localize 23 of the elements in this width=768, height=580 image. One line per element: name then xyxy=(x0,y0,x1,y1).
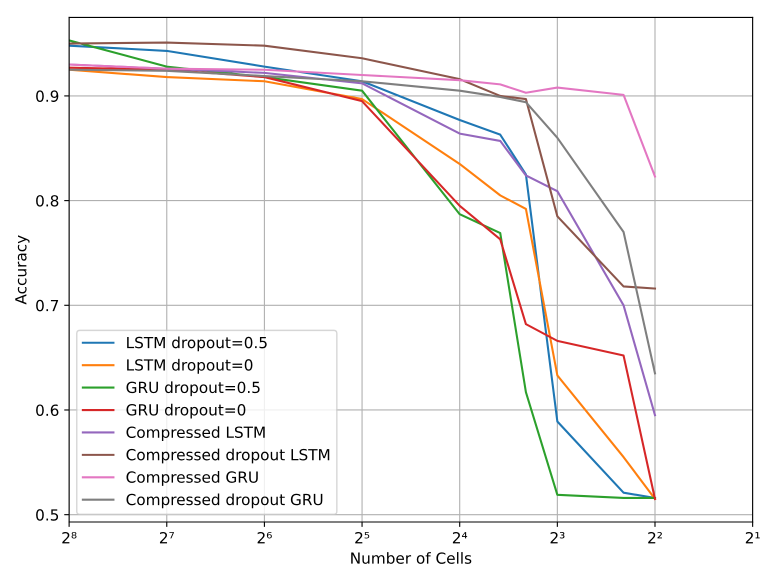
x-axis-title: Number of Cells xyxy=(351,552,472,564)
y-tick-label: 0.7 xyxy=(36,300,58,312)
legend-label: LSTM dropout=0.5 xyxy=(127,336,267,352)
x-tick-label: 2⁸ xyxy=(62,532,76,544)
y-tick-label: 0.9 xyxy=(36,90,58,102)
y-tick-label: 0.8 xyxy=(36,195,58,207)
y-tick-label: 0.5 xyxy=(36,509,58,521)
legend-label: LSTM dropout=0 xyxy=(127,358,252,374)
x-tick-label: 2² xyxy=(648,532,662,544)
legend-label: Compressed LSTM xyxy=(126,426,265,441)
legend-label: GRU dropout=0.5 xyxy=(126,381,260,396)
y-tick-label: 0.6 xyxy=(36,404,58,416)
legend-label: Compressed dropout LSTM xyxy=(126,448,330,464)
y-axis-title: Accuracy xyxy=(15,235,30,304)
x-tick-label: 2⁴ xyxy=(452,532,468,544)
x-tick-label: 2⁵ xyxy=(355,532,370,544)
legend-label: Compressed dropout GRU xyxy=(126,493,322,508)
legend-label: GRU dropout=0 xyxy=(126,404,246,419)
x-tick-label: 2¹ xyxy=(746,532,760,544)
x-tick-label: 2⁷ xyxy=(160,532,174,544)
legend-label: Compressed GRU xyxy=(126,471,258,486)
x-tick-label: 2³ xyxy=(550,532,564,544)
x-tick-label: 2⁶ xyxy=(258,532,272,544)
